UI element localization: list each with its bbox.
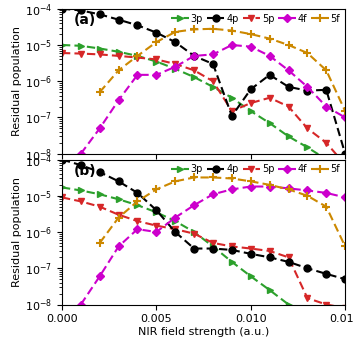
Text: (b): (b)	[73, 164, 96, 178]
Y-axis label: Residual population: Residual population	[12, 26, 22, 136]
Legend: 3p, 4p, 5p, 4f, 5f: 3p, 4p, 5p, 4f, 5f	[169, 162, 342, 176]
Text: (a): (a)	[73, 13, 96, 27]
X-axis label: NIR field strength (a.u.): NIR field strength (a.u.)	[138, 327, 269, 337]
Y-axis label: Residual population: Residual population	[12, 177, 22, 287]
Legend: 3p, 4p, 5p, 4f, 5f: 3p, 4p, 5p, 4f, 5f	[169, 12, 342, 26]
